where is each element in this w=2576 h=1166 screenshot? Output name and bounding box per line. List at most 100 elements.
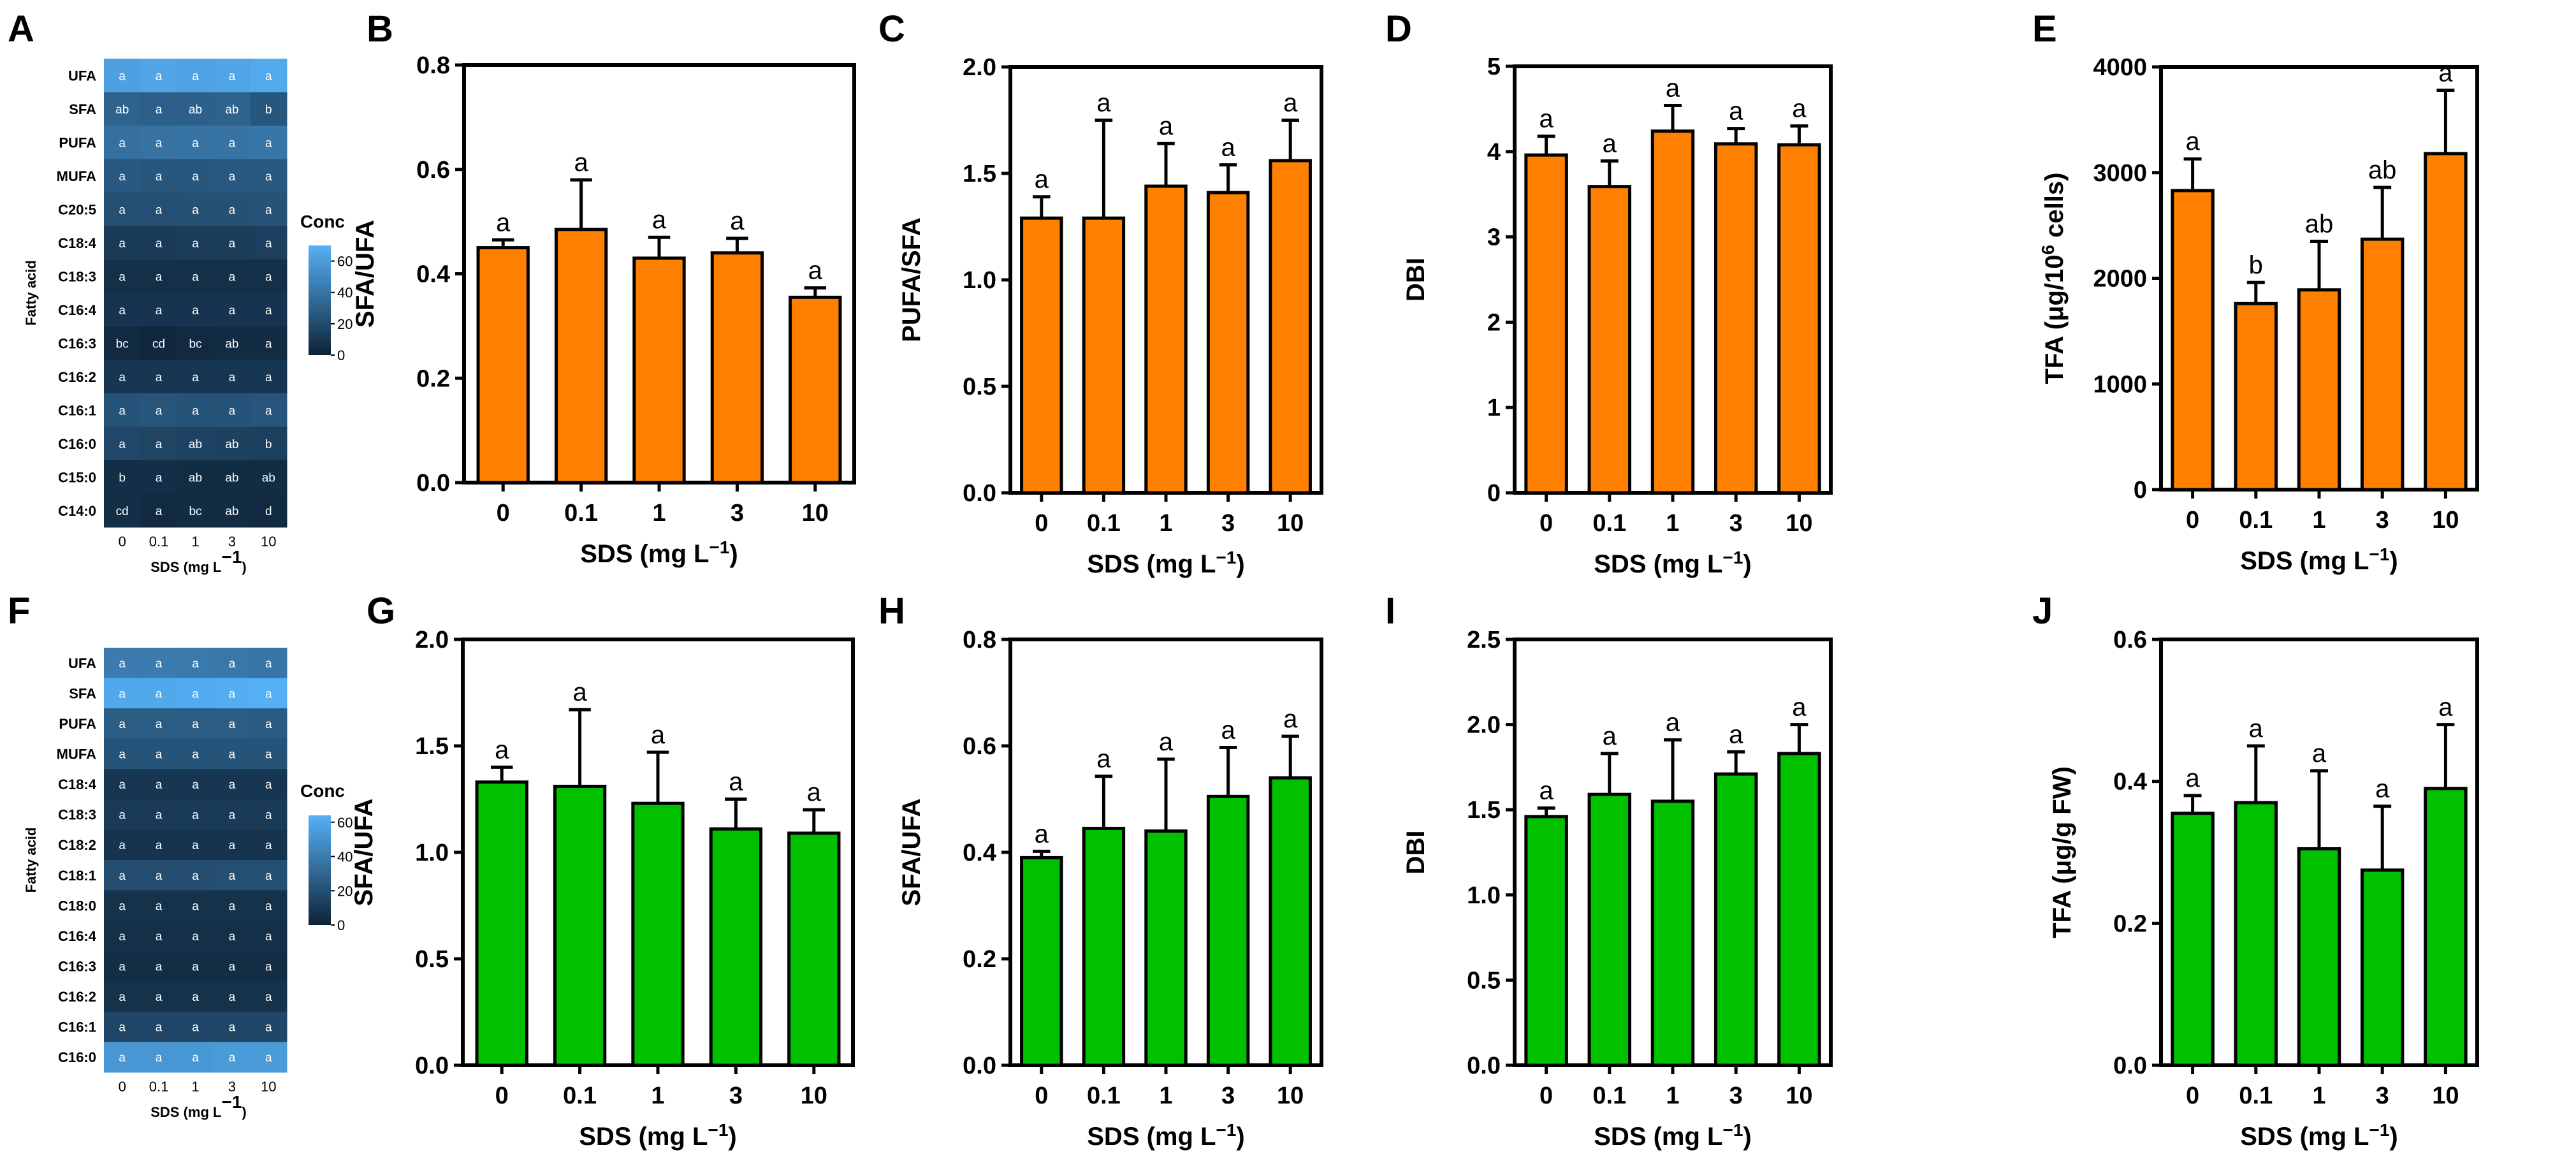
heatmap-cell-letter: a	[156, 103, 163, 117]
heatmap-cell-letter: a	[156, 991, 163, 1004]
heatmap-cell	[250, 799, 287, 830]
heatmap-cell-letter: a	[156, 203, 163, 217]
heatmap-cell	[177, 890, 214, 921]
bar	[2424, 152, 2468, 492]
heatmap-cell-letter: ab	[225, 337, 238, 351]
heatmap-cell-letter: a	[156, 304, 163, 317]
y-tick-label: 5	[1487, 54, 1501, 80]
panel-letter: A	[8, 8, 34, 50]
heatmap-cell-letter: a	[229, 203, 236, 217]
heatmap-cell	[214, 921, 251, 952]
y-tick-label: 0.4	[2113, 769, 2147, 796]
heatmap-column-label: 10	[261, 534, 276, 550]
bar	[1777, 752, 1821, 1067]
heatmap-cell	[140, 951, 178, 982]
y-tick-label: 2.0	[963, 54, 996, 81]
bar	[632, 256, 686, 485]
heatmap-cell-letter: a	[229, 870, 236, 883]
heatmap-cell-letter: a	[192, 203, 199, 217]
heatmap-cell-letter: a	[265, 1021, 272, 1035]
heatmap-cell-letter: a	[265, 748, 272, 762]
x-tick-label: 10	[802, 500, 829, 527]
heatmap-cell-letter: a	[119, 961, 126, 974]
heatmap-cell-letter: a	[265, 687, 272, 701]
heatmap-cell-letter: a	[265, 961, 272, 974]
heatmap-cell-letter: a	[192, 839, 199, 852]
heatmap-cell	[250, 226, 287, 260]
significance-letter: a	[1283, 89, 1298, 117]
y-tick-label: 0.5	[963, 374, 996, 400]
heatmap-cell-letter: a	[265, 809, 272, 822]
x-tick-label: 3	[729, 1082, 743, 1109]
heatmap-cell-letter: b	[119, 471, 126, 485]
heatmap-cell	[177, 708, 214, 740]
heatmap-cell-letter: a	[229, 839, 236, 852]
heatmap-cell-letter: ab	[189, 471, 202, 485]
y-tick-label: 1.0	[1467, 882, 1501, 909]
heatmap-cell-letter: a	[192, 1021, 199, 1035]
bar	[2297, 288, 2341, 492]
heatmap-cell-letter: a	[156, 718, 163, 731]
bar	[1777, 143, 1821, 495]
x-tick-label: 0.1	[2239, 1082, 2273, 1109]
bar	[1082, 216, 1126, 495]
significance-letter: a	[651, 721, 666, 749]
bar	[1714, 772, 1758, 1067]
x-axis-title: SDS (mg L−1)	[1594, 1120, 1752, 1151]
heatmap-cell	[140, 678, 178, 709]
heatmap-cell-letter: a	[192, 237, 199, 251]
heatmap-cell	[140, 393, 178, 427]
heatmap-cell	[140, 981, 178, 1012]
y-tick-label: 0.0	[963, 480, 996, 507]
heatmap-cell-letter: a	[119, 657, 126, 671]
x-tick-label: 1	[1159, 510, 1172, 537]
heatmap-cell	[177, 326, 214, 360]
heatmap-cell-letter: a	[192, 657, 199, 671]
bar	[554, 228, 608, 485]
y-tick-label: 0.0	[1467, 1053, 1501, 1079]
bar	[1269, 159, 1312, 495]
heatmap-cell-letter: a	[192, 69, 199, 83]
heatmap-panel-f: F UFA a a a a a SFA a a a a a PUFA a a a a a MUFA a a a a a C18:4…	[8, 590, 353, 1120]
x-tick-label: 0	[1035, 1082, 1048, 1109]
colorbar-tick-label: 0	[337, 347, 345, 363]
heatmap-cell-letter: a	[265, 900, 272, 913]
y-tick-label: 0.6	[2113, 627, 2147, 653]
heatmap-cell	[104, 890, 141, 921]
y-axis-title: PUFA/SFA	[898, 217, 926, 342]
heatmap-cell-letter: a	[156, 1051, 163, 1065]
y-tick-label: 0	[1487, 480, 1501, 507]
significance-letter: a	[1159, 112, 1174, 140]
heatmap-cell-letter: a	[119, 404, 126, 418]
y-axis-title: SFA/UFA	[898, 799, 926, 907]
heatmap-cell-letter: a	[229, 778, 236, 792]
heatmap-cell	[214, 981, 251, 1012]
heatmap-cell-letter: a	[192, 961, 199, 974]
heatmap-cell-letter: a	[119, 809, 126, 822]
heatmap-cell-letter: cd	[116, 505, 129, 518]
bar	[2360, 868, 2405, 1067]
heatmap-cell	[214, 460, 251, 494]
heatmap-cell	[250, 92, 287, 126]
significance-letter: a	[2312, 740, 2327, 768]
x-tick-label: 10	[1786, 510, 1812, 537]
bar	[2234, 801, 2278, 1067]
heatmap-cell-letter: a	[192, 136, 199, 150]
heatmap-cell-letter: a	[119, 930, 126, 944]
significance-letter: a	[2185, 128, 2200, 156]
heatmap-row-label: C16:4	[58, 302, 97, 318]
heatmap-cell	[214, 951, 251, 982]
heatmap-cell-letter: a	[156, 505, 163, 518]
heatmap-cell	[104, 648, 141, 679]
heatmap-cell	[104, 193, 141, 226]
significance-letter: a	[496, 208, 511, 237]
heatmap-cell-letter: b	[265, 103, 272, 117]
heatmap-cell	[177, 259, 214, 293]
heatmap-cell-letter: a	[229, 404, 236, 418]
heatmap-cell	[250, 59, 287, 92]
bar	[709, 827, 763, 1067]
y-tick-label: 3000	[2093, 160, 2147, 187]
heatmap-cell	[140, 799, 178, 830]
heatmap-cell-letter: a	[265, 337, 272, 351]
